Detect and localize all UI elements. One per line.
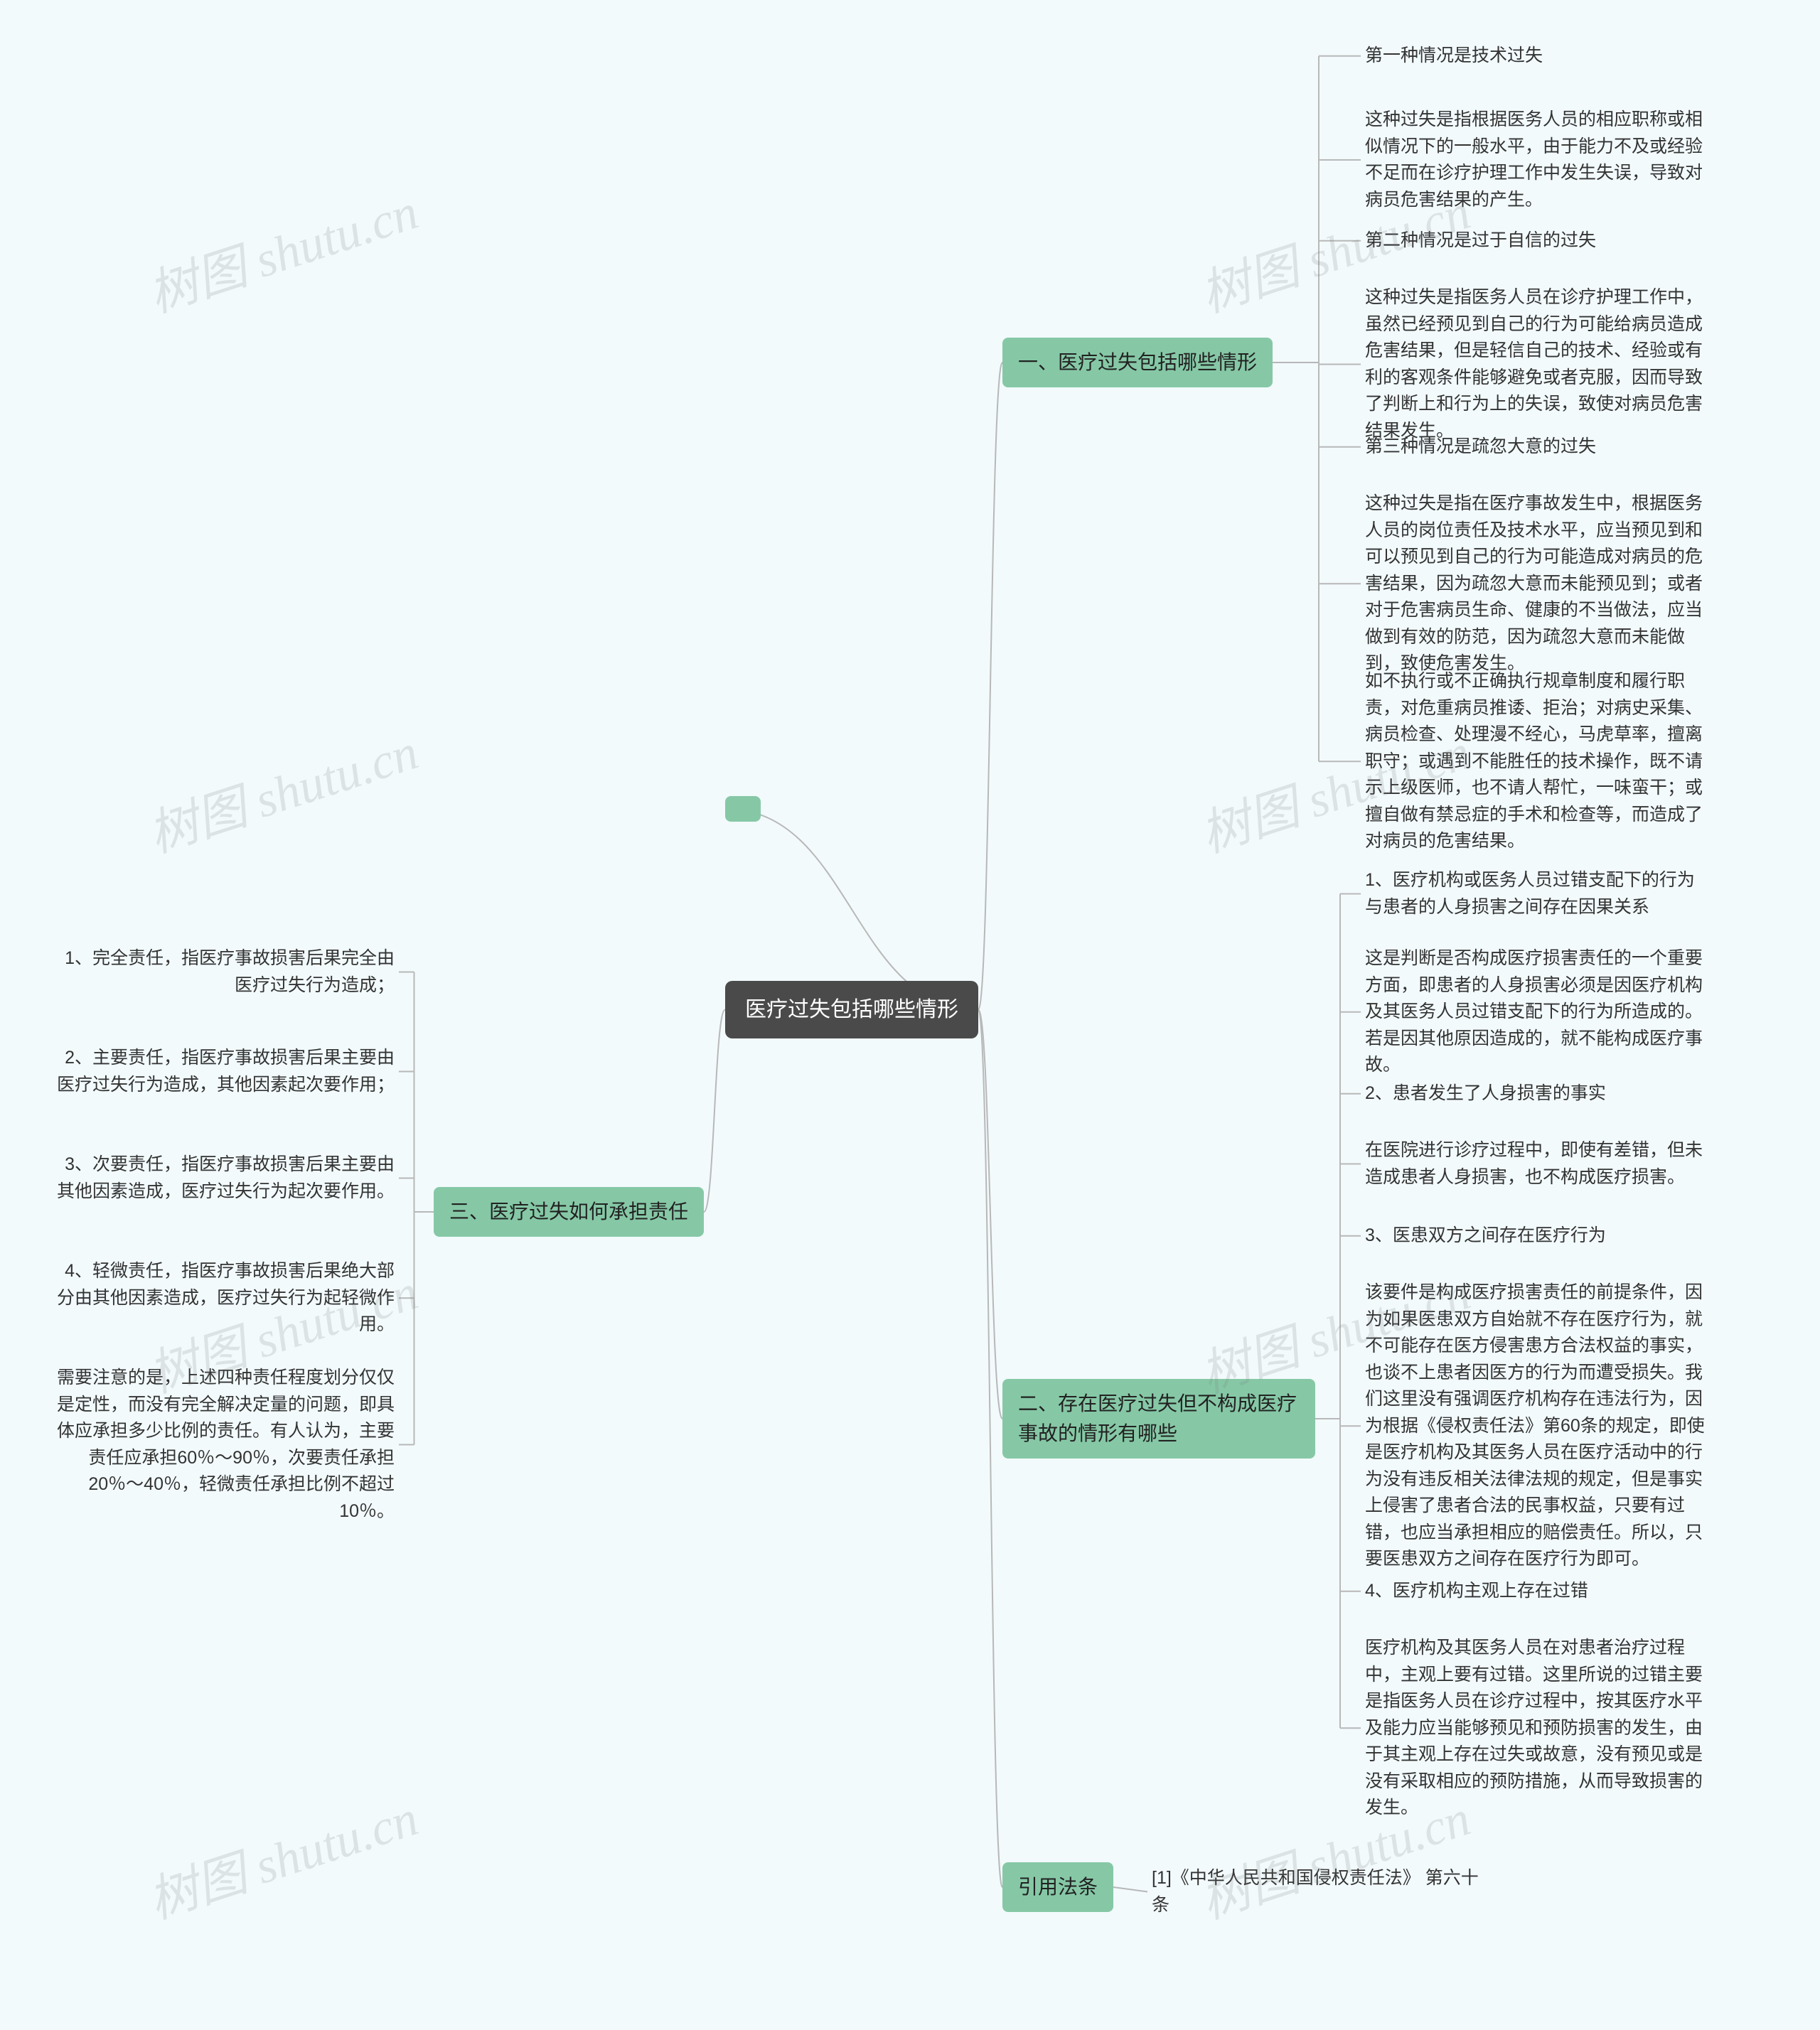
branch4-leaf-0: [1]《中华人民共和国侵权责任法》 第六十条 <box>1152 1865 1493 1918</box>
branch1-leaf-6: 如不执行或不正确执行规章制度和履行职责，对危重病员推诿、拒治；对病史采集、病员检… <box>1365 668 1706 855</box>
branch3-leaf-3: 4、轻微责任，指医疗事故损害后果绝大部分由其他因素造成，医疗过失行为起轻微作用。 <box>53 1258 395 1338</box>
watermark-6: 树图 shutu.cn <box>138 1778 426 1933</box>
branch2-leaf-5: 该要件是构成医疗损害责任的前提条件，因为如果医患双方自始就不存在医疗行为，就不可… <box>1365 1279 1706 1573</box>
branch1-leaf-3: 这种过失是指医务人员在诊疗护理工作中，虽然已经预见到自己的行为可能给病员造成危害… <box>1365 284 1706 444</box>
branch2-leaf-7: 医疗机构及其医务人员在对患者治疗过程中，主观上要有过错。这里所说的过错主要是指医… <box>1365 1635 1706 1822</box>
branch1-leaf-2: 第二种情况是过于自信的过失 <box>1365 227 1596 254</box>
branch-4: 引用法条 <box>1002 1862 1113 1912</box>
branch2-leaf-4: 3、医患双方之间存在医疗行为 <box>1365 1223 1606 1250</box>
empty-branch <box>725 796 761 822</box>
branch2-leaf-2: 2、患者发生了人身损害的事实 <box>1365 1080 1606 1107</box>
branch-1: 一、医疗过失包括哪些情形 <box>1002 338 1273 387</box>
branch3-leaf-1: 2、主要责任，指医疗事故损害后果主要由医疗过失行为造成，其他因素起次要作用； <box>53 1045 395 1098</box>
branch3-leaf-0: 1、完全责任，指医疗事故损害后果完全由医疗过失行为造成； <box>53 945 395 999</box>
branch3-leaf-4: 需要注意的是，上述四种责任程度划分仅仅是定性，而没有完全解决定量的问题，即具体应… <box>53 1365 395 1525</box>
branch1-leaf-0: 第一种情况是技术过失 <box>1365 43 1543 70</box>
branch1-leaf-5: 这种过失是指在医疗事故发生中，根据医务人员的岗位责任及技术水平，应当预见到和可以… <box>1365 490 1706 677</box>
watermark-2: 树图 shutu.cn <box>138 712 426 866</box>
branch2-leaf-6: 4、医疗机构主观上存在过错 <box>1365 1578 1588 1605</box>
branch2-leaf-3: 在医院进行诊疗过程中，即使有差错，但未造成患者人身损害，也不构成医疗损害。 <box>1365 1137 1706 1191</box>
watermark-0: 树图 shutu.cn <box>138 172 426 326</box>
branch1-leaf-4: 第三种情况是疏忽大意的过失 <box>1365 434 1596 461</box>
branch3-leaf-2: 3、次要责任，指医疗事故损害后果主要由其他因素造成，医疗过失行为起次要作用。 <box>53 1151 395 1205</box>
branch2-leaf-1: 这是判断是否构成医疗损害责任的一个重要方面，即患者的人身损害必须是因医疗机构及其… <box>1365 945 1706 1079</box>
branch-3: 三、医疗过失如何承担责任 <box>434 1187 704 1237</box>
branch-2: 二、存在医疗过失但不构成医疗事故的情形有哪些 <box>1002 1379 1315 1459</box>
root-node: 医疗过失包括哪些情形 <box>725 981 978 1038</box>
branch1-leaf-1: 这种过失是指根据医务人员的相应职称或相似情况下的一般水平，由于能力不及或经验不足… <box>1365 107 1706 213</box>
branch2-leaf-0: 1、医疗机构或医务人员过错支配下的行为与患者的人身损害之间存在因果关系 <box>1365 867 1706 920</box>
